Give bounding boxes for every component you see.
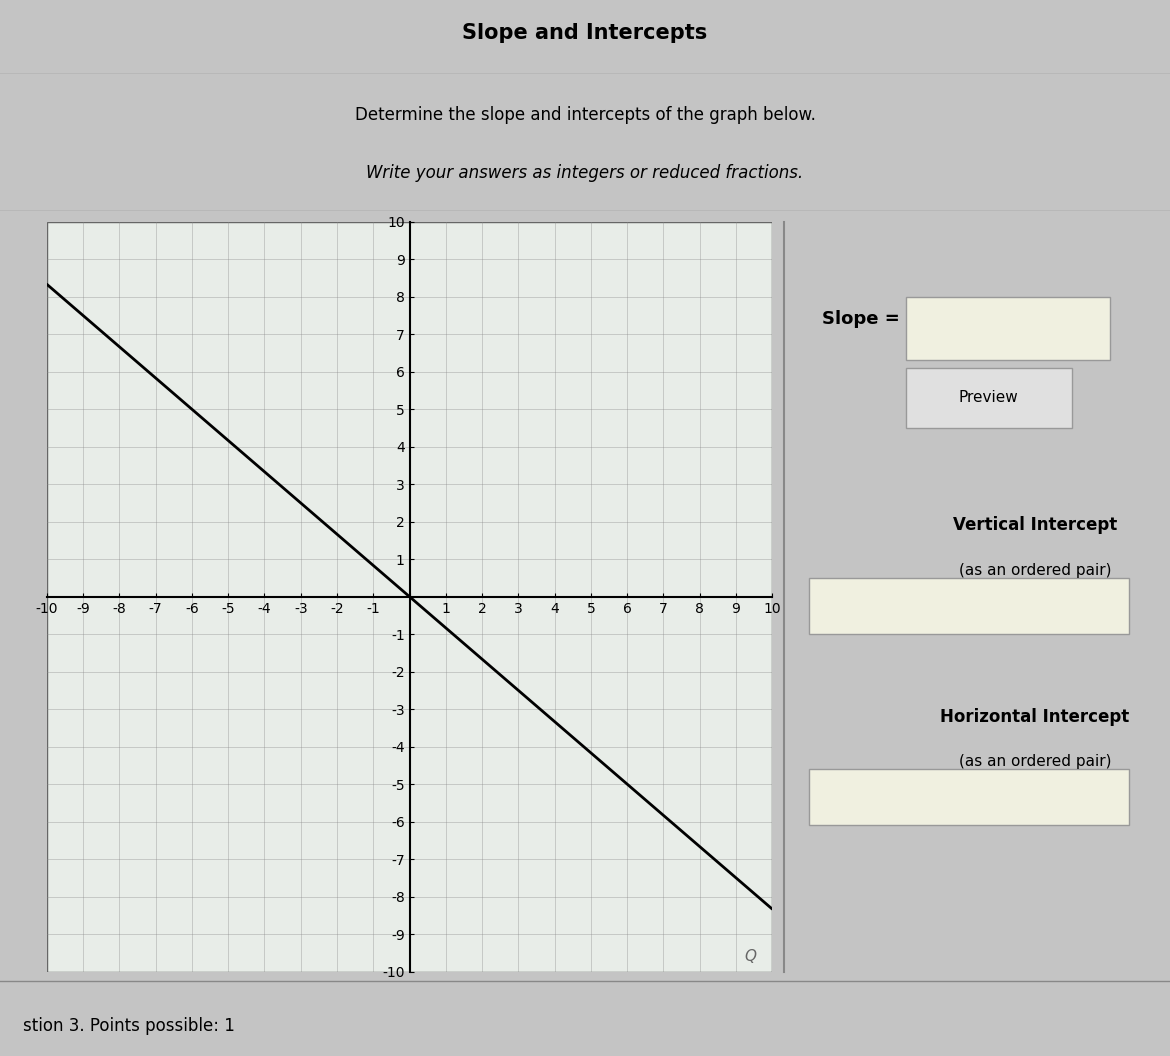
FancyBboxPatch shape [808, 769, 1129, 826]
FancyBboxPatch shape [808, 578, 1129, 634]
Text: Preview: Preview [958, 391, 1018, 406]
FancyBboxPatch shape [906, 367, 1072, 428]
Text: (as an ordered pair): (as an ordered pair) [958, 754, 1112, 769]
Text: Vertical Intercept: Vertical Intercept [952, 516, 1117, 534]
Text: Slope =: Slope = [823, 310, 900, 328]
Text: Write your answers as integers or reduced fractions.: Write your answers as integers or reduce… [366, 164, 804, 182]
Text: Q: Q [744, 949, 757, 964]
Text: stion 3. Points possible: 1: stion 3. Points possible: 1 [23, 1017, 235, 1035]
FancyBboxPatch shape [906, 297, 1110, 360]
Text: Horizontal Intercept: Horizontal Intercept [941, 708, 1129, 725]
Text: Slope and Intercepts: Slope and Intercepts [462, 23, 708, 43]
Text: Determine the slope and intercepts of the graph below.: Determine the slope and intercepts of th… [355, 106, 815, 125]
Text: (as an ordered pair): (as an ordered pair) [958, 563, 1112, 578]
